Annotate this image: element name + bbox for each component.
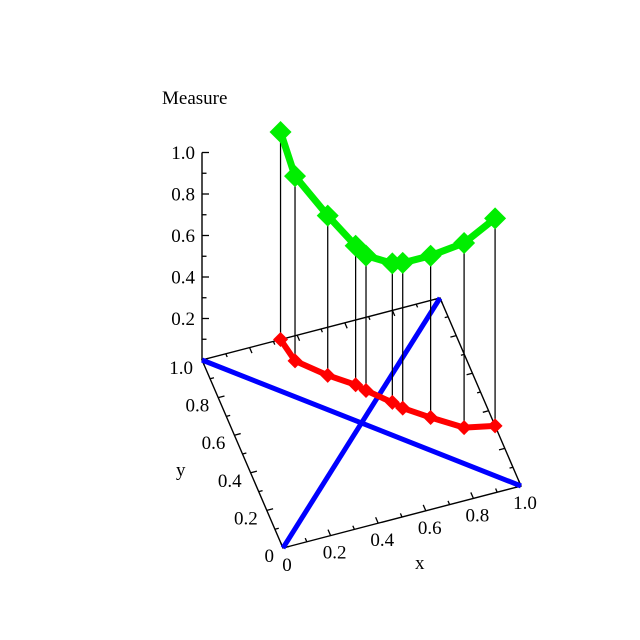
- tick-mark: [327, 529, 332, 536]
- measure-curve-marker: [419, 244, 442, 267]
- z-axis-tick-labels: 0.2 0.4 0.6 0.8 1.0: [171, 143, 195, 330]
- tick-mark: [225, 353, 228, 358]
- tick-label: 1.0: [171, 143, 195, 164]
- tick-mark: [344, 322, 348, 329]
- tick-label: 0.4: [218, 471, 242, 492]
- tick-mark: [415, 303, 419, 308]
- tick-mark: [444, 316, 449, 319]
- tick-label: 1.0: [513, 493, 537, 514]
- tick-label: 0.8: [466, 505, 490, 526]
- tick-mark: [226, 414, 231, 418]
- base-path: [273, 332, 503, 436]
- tick-mark: [234, 432, 241, 436]
- tick-label: 0.2: [171, 309, 195, 330]
- tick-mark: [450, 334, 457, 338]
- measure-curve-marker: [355, 244, 378, 267]
- tick-mark: [375, 516, 379, 524]
- measure-curve-marker: [284, 165, 307, 188]
- base-path-line: [277, 336, 499, 431]
- tick-mark: [498, 447, 505, 451]
- base-path-marker: [384, 394, 400, 410]
- tick-mark: [274, 527, 279, 530]
- chart-title: Measure: [162, 88, 228, 109]
- tick-label: 0.6: [202, 433, 226, 454]
- tick-label: 0.6: [418, 518, 442, 539]
- tick-mark: [466, 372, 473, 376]
- drop-lines: [279, 132, 496, 428]
- measure-curve-marker: [391, 251, 414, 274]
- tick-mark: [320, 328, 323, 333]
- x-axis-title: x: [415, 553, 425, 574]
- base-path-marker: [358, 382, 374, 398]
- base-path-marker: [423, 410, 439, 426]
- tick-mark: [209, 377, 215, 380]
- tick-label: 0: [265, 546, 275, 567]
- tick-mark: [296, 334, 301, 341]
- tick-mark: [422, 504, 427, 512]
- tick-mark: [272, 341, 276, 345]
- base-path-marker: [348, 377, 364, 393]
- base-path-marker: [395, 400, 411, 416]
- tick-mark: [352, 525, 355, 530]
- tick-label: 0.6: [171, 226, 195, 247]
- y-axis-tick-labels: 1.0 0.8 0.6 0.4 0.2 0: [169, 358, 274, 567]
- tick-mark: [258, 489, 263, 493]
- tick-mark: [509, 466, 514, 469]
- tick-label: 1.0: [169, 358, 193, 379]
- tick-mark: [218, 395, 225, 399]
- base-path-marker: [487, 418, 503, 434]
- measure-curve-line: [277, 128, 499, 267]
- z-axis: [201, 151, 209, 360]
- base-path-marker: [320, 367, 336, 383]
- measure-curve: [269, 121, 507, 275]
- base-plane-ticks: [201, 297, 522, 549]
- measure-curve-marker: [269, 121, 292, 144]
- tick-mark: [250, 470, 258, 474]
- base-path-marker: [456, 420, 472, 436]
- x-axis-tick-labels: 0 0.2 0.4 0.6 0.8 1.0: [282, 493, 537, 576]
- tick-label: 0: [282, 555, 292, 576]
- measure-curve-marker: [316, 204, 339, 227]
- base-path-marker: [273, 332, 289, 348]
- tick-mark: [242, 452, 247, 455]
- tick-mark: [482, 410, 489, 413]
- tick-mark: [304, 537, 308, 543]
- y-axis-title: y: [176, 460, 186, 481]
- tick-label: 0.8: [185, 396, 209, 417]
- tick-mark: [447, 500, 451, 505]
- tick-mark: [495, 488, 498, 493]
- diagonal-falling: [201, 357, 522, 489]
- measure-curve-marker: [453, 231, 476, 254]
- base-path-marker: [287, 353, 303, 369]
- tick-mark: [266, 508, 274, 512]
- tick-label: 0.4: [171, 268, 195, 289]
- tick-mark: [249, 347, 253, 354]
- base-diagonal-lines: [201, 296, 522, 550]
- tick-label: 0.8: [171, 185, 195, 206]
- tick-mark: [476, 391, 481, 394]
- measure-curve-marker: [484, 207, 507, 230]
- tick-label: 0.2: [234, 508, 258, 529]
- tick-mark: [399, 513, 403, 518]
- tick-mark: [368, 316, 371, 321]
- tick-label: 0.4: [370, 530, 394, 551]
- tick-mark: [470, 492, 474, 499]
- tick-label: 0.2: [323, 543, 347, 564]
